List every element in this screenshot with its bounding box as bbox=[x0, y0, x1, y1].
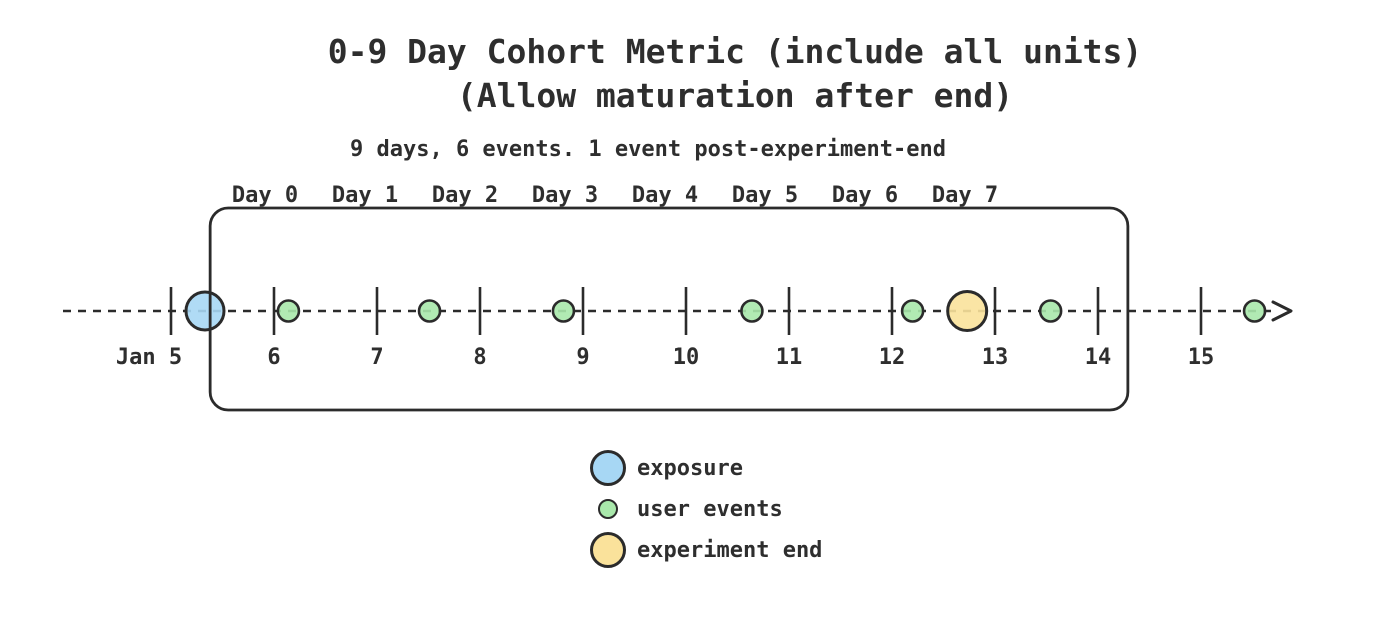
chart-title-line1: 0-9 Day Cohort Metric (include all units… bbox=[327, 32, 1143, 71]
chart-title: 0-9 Day Cohort Metric (include all units… bbox=[328, 30, 1143, 118]
date-label: Jan 5 bbox=[116, 345, 182, 370]
experiment-end-marker bbox=[946, 290, 989, 332]
day-label: Day 4 bbox=[632, 183, 698, 208]
legend-label: experiment end bbox=[637, 537, 823, 563]
exposure-marker bbox=[184, 290, 226, 332]
date-label: 9 bbox=[576, 345, 589, 370]
event-marker bbox=[551, 299, 576, 323]
date-label: 10 bbox=[673, 345, 700, 370]
day-label: Day 0 bbox=[232, 183, 298, 208]
date-label: 8 bbox=[473, 345, 486, 370]
legend-label: user events bbox=[637, 496, 783, 522]
event-marker bbox=[276, 299, 301, 323]
event-marker bbox=[900, 299, 925, 323]
user-events-swatch-icon bbox=[598, 499, 618, 519]
date-label: 14 bbox=[1085, 345, 1112, 370]
exposure-swatch-icon bbox=[590, 450, 626, 486]
event-marker bbox=[1242, 299, 1267, 323]
cohort-window-box bbox=[208, 206, 1130, 412]
day-label: Day 2 bbox=[432, 183, 498, 208]
legend-item-user-events: user events bbox=[588, 490, 822, 528]
legend-item-exposure: exposure bbox=[588, 449, 822, 487]
day-label: Day 6 bbox=[832, 183, 898, 208]
event-marker bbox=[1038, 299, 1063, 323]
chart-subtitle: 9 days, 6 events. 1 event post-experimen… bbox=[349, 137, 947, 162]
event-marker bbox=[417, 299, 442, 323]
legend-label: exposure bbox=[637, 455, 743, 481]
experiment-end-swatch-icon bbox=[590, 532, 626, 568]
day-label: Day 5 bbox=[732, 183, 798, 208]
legend: exposure user events experiment end bbox=[588, 449, 822, 569]
date-label: 11 bbox=[776, 345, 803, 370]
chart-title-line2: (Allow maturation after end) bbox=[456, 76, 1014, 115]
event-marker bbox=[740, 299, 764, 323]
day-label: Day 1 bbox=[332, 183, 398, 208]
timeline-arrow-icon bbox=[1271, 300, 1293, 322]
legend-item-experiment-end: experiment end bbox=[588, 531, 822, 569]
date-label: 13 bbox=[982, 345, 1009, 370]
date-label: 12 bbox=[879, 345, 906, 370]
date-label: 7 bbox=[370, 345, 383, 370]
day-label: Day 3 bbox=[532, 183, 598, 208]
date-label: 6 bbox=[267, 345, 280, 370]
date-label: 15 bbox=[1188, 345, 1215, 370]
day-label: Day 7 bbox=[932, 183, 998, 208]
